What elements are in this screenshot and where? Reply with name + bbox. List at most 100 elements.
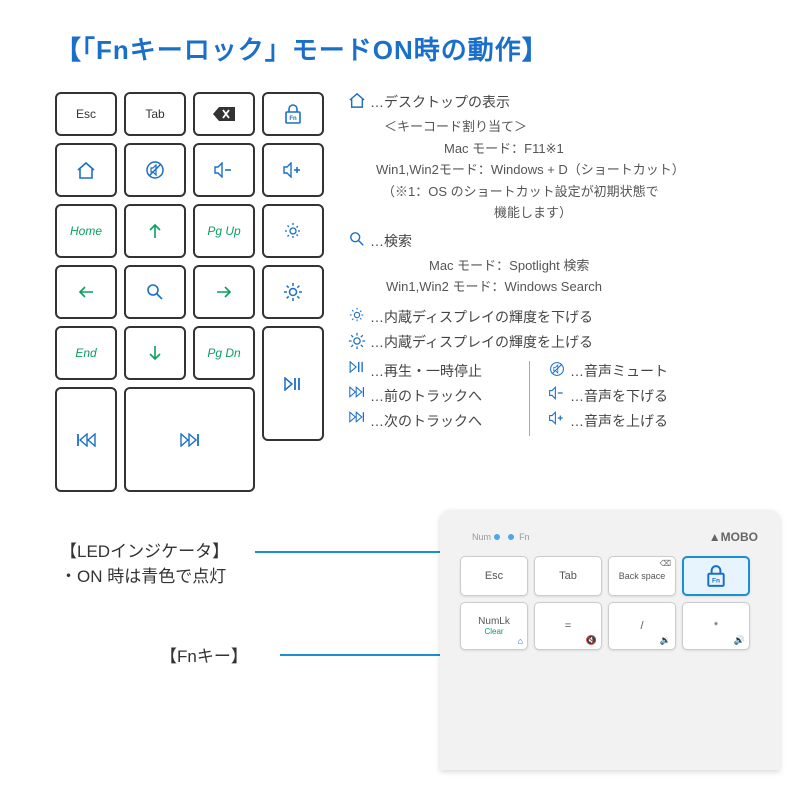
key-tab: Tab xyxy=(124,92,186,136)
desc-desktop-sub5: 機能します） xyxy=(344,203,780,223)
key-backspace xyxy=(193,92,255,136)
key-pgdn: Pg Dn xyxy=(193,326,255,380)
vol-up-icon xyxy=(544,411,570,425)
svg-text:Fn: Fn xyxy=(712,578,720,585)
key-play xyxy=(262,326,324,441)
desc-vol-up: …音声を上げる xyxy=(544,411,780,432)
bright-down-icon xyxy=(344,307,370,323)
nkey-fn: Fn xyxy=(682,556,750,596)
key-search xyxy=(124,265,186,319)
key-home-icon xyxy=(55,143,117,197)
bright-up-icon xyxy=(344,332,370,350)
fn-label-box: 【Fnキー】 xyxy=(160,642,248,667)
house-icon xyxy=(76,161,96,179)
arrow-up-icon xyxy=(148,223,162,239)
key-end: End xyxy=(55,326,117,380)
numpad-photo: Num Fn ▲MOBO Esc Tab Back space ⌫ Fn Num… xyxy=(440,510,780,770)
nkey-div: / 🔉 xyxy=(608,602,676,650)
main-area: Esc Tab Fn Home Pg Up xyxy=(0,67,800,492)
nkey-esc: Esc xyxy=(460,556,528,596)
desc-desktop-label: …デスクトップの表示 xyxy=(370,92,510,113)
desc-bright-up-label: …内蔵ディスプレイの輝度を上げる xyxy=(370,332,593,353)
keypad-diagram: Esc Tab Fn Home Pg Up xyxy=(55,92,324,492)
house-icon: ⌂ xyxy=(518,636,523,646)
desc-next: …次のトラックへ xyxy=(344,411,519,432)
mute-icon xyxy=(145,160,165,180)
search-icon xyxy=(146,283,164,301)
next-track-icon xyxy=(344,411,370,423)
mute-icon: 🔇 xyxy=(586,635,597,646)
backspace-icon: ⌫ xyxy=(660,559,671,568)
next-track-icon xyxy=(180,433,200,447)
key-down xyxy=(124,326,186,380)
svg-text:Fn: Fn xyxy=(289,116,297,122)
key-fn-lock: Fn xyxy=(262,92,324,136)
key-vol-up xyxy=(262,143,324,197)
mute-icon xyxy=(544,361,570,377)
prev-track-icon xyxy=(344,386,370,398)
vol-down-icon: 🔉 xyxy=(660,635,671,646)
key-bright-up xyxy=(262,265,324,319)
desc-mute: …音声ミュート xyxy=(544,361,780,382)
desc-bright-down-label: …内蔵ディスプレイの輝度を下げる xyxy=(370,307,593,328)
play-pause-icon xyxy=(344,361,370,373)
desc-bright-up: …内蔵ディスプレイの輝度を上げる xyxy=(344,332,780,353)
key-vol-down xyxy=(193,143,255,197)
nkey-eq: = 🔇 xyxy=(534,602,602,650)
desc-bright-down: …内蔵ディスプレイの輝度を下げる xyxy=(344,307,780,328)
key-up xyxy=(124,204,186,258)
bright-down-icon xyxy=(284,222,302,240)
desc-search-label: …検索 xyxy=(370,231,412,252)
page-title: 【「Fnキーロック」モードON時の動作】 xyxy=(0,0,800,67)
desc-desktop-sub3: Win1,Win2モード：Windows + D（ショートカット） xyxy=(344,160,780,180)
bright-up-icon xyxy=(283,282,303,302)
desc-desktop-sub1: ＜キーコード割り当て＞ xyxy=(344,117,780,137)
description-panel: …デスクトップの表示 ＜キーコード割り当て＞ Mac モード：F11※1 Win… xyxy=(344,92,780,492)
led-sub: ・ON 時は青色で点灯 xyxy=(60,562,229,587)
vol-up-icon: 🔊 xyxy=(734,635,745,646)
key-right xyxy=(193,265,255,319)
nkey-numlk: NumLk Clear ⌂ xyxy=(460,602,528,650)
led-label-box: 【LEDインジケータ】 ・ON 時は青色で点灯 xyxy=(60,537,229,587)
key-bright-down xyxy=(262,204,324,258)
backspace-icon xyxy=(213,107,235,121)
desc-prev: …前のトラックへ xyxy=(344,386,519,407)
numpad-grid: Esc Tab Back space ⌫ Fn NumLk Clear ⌂ = … xyxy=(454,552,766,654)
vol-down-icon xyxy=(213,162,235,178)
numpad-leds: Num Fn xyxy=(472,532,530,542)
key-prev xyxy=(55,387,117,492)
key-home: Home xyxy=(55,204,117,258)
vol-up-icon xyxy=(282,162,304,178)
prev-track-icon xyxy=(76,433,96,447)
desc-desktop-sub2: Mac モード：F11※1 xyxy=(344,139,780,159)
key-pgup: Pg Up xyxy=(193,204,255,258)
lock-icon: Fn xyxy=(284,104,302,124)
vol-down-icon xyxy=(544,386,570,400)
desc-media-grid: …再生・一時停止 …前のトラックへ …次のトラックへ …音声ミュート xyxy=(344,361,780,436)
desc-play: …再生・一時停止 xyxy=(344,361,519,382)
play-pause-icon xyxy=(284,377,302,391)
nkey-tab: Tab xyxy=(534,556,602,596)
desc-search: …検索 xyxy=(344,231,780,252)
key-esc: Esc xyxy=(55,92,117,136)
lock-icon: Fn xyxy=(706,565,726,587)
key-next xyxy=(124,387,255,492)
arrow-right-icon xyxy=(216,285,232,299)
desc-search-sub1: Mac モード：Spotlight 検索 xyxy=(344,256,780,276)
bottom-area: 【LEDインジケータ】 ・ON 時は青色で点灯 【Fnキー】 Num Fn ▲M… xyxy=(0,532,800,722)
key-left xyxy=(55,265,117,319)
nkey-backspace: Back space ⌫ xyxy=(608,556,676,596)
search-icon xyxy=(344,231,370,247)
key-mute xyxy=(124,143,186,197)
desc-desktop: …デスクトップの表示 xyxy=(344,92,780,113)
mobo-logo: ▲MOBO xyxy=(709,530,758,544)
desc-search-sub2: Win1,Win2 モード：Windows Search xyxy=(344,277,780,297)
numpad-top-row: Num Fn ▲MOBO xyxy=(454,524,766,552)
arrow-down-icon xyxy=(148,345,162,361)
desc-desktop-sub4: （※1：OS のショートカット設定が初期状態で xyxy=(344,182,780,202)
arrow-left-icon xyxy=(78,285,94,299)
nkey-mul: * 🔊 xyxy=(682,602,750,650)
house-icon xyxy=(344,92,370,108)
led-title: 【LEDインジケータ】 xyxy=(60,537,229,562)
desc-vol-down: …音声を下げる xyxy=(544,386,780,407)
